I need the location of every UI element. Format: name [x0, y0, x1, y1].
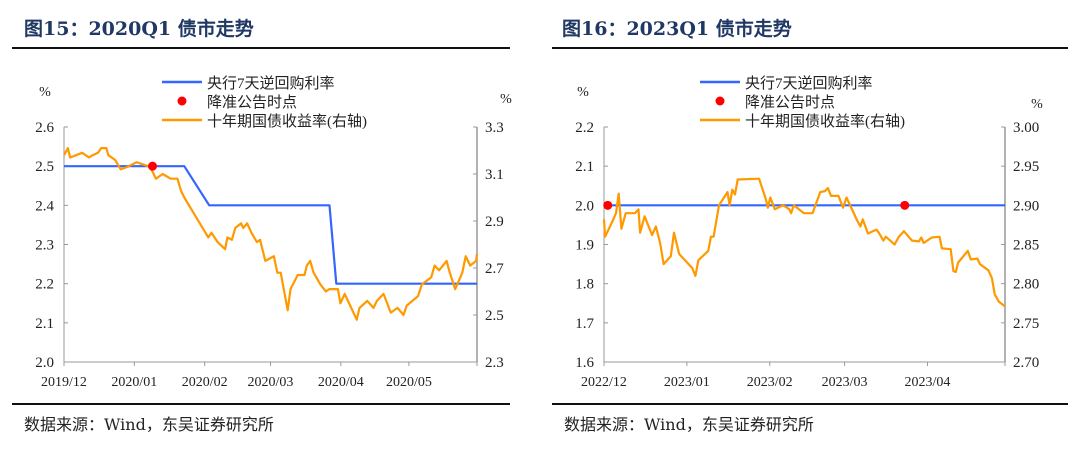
figure-15-title: 图15：2020Q1 债市走势: [24, 18, 254, 40]
right-y-tick-label: 2.95: [1013, 159, 1039, 175]
left-y-tick-label: 2.2: [35, 277, 54, 293]
legend-dot-marker: [177, 96, 187, 106]
x-tick-label: 2020/05: [386, 375, 432, 390]
title-rule-right: [552, 47, 1068, 49]
repo-rate-line: [64, 165, 477, 285]
x-tick-label: 2023/02: [747, 375, 793, 390]
x-tick-label: 2020/04: [318, 375, 364, 390]
x-tick-label: 2020/02: [182, 375, 228, 390]
right-y-tick-label: 2.70: [1013, 355, 1039, 371]
x-tick-label: 2022/12: [581, 375, 627, 390]
x-tick-label: 2023/03: [822, 375, 868, 390]
right-y-tick-label: 3.00: [1013, 120, 1039, 136]
figure-16-source: 数据来源：Wind，东吴证券研究所: [564, 415, 814, 434]
legend-label: 十年期国债收益率(右轴): [745, 113, 905, 130]
figure-16-title: 图16：2023Q1 债市走势: [562, 18, 792, 40]
x-tick-label: 2019/12: [41, 375, 87, 390]
left-y-tick-label: 1.8: [575, 277, 594, 293]
right-y-unit: %: [1031, 97, 1043, 112]
left-y-tick-label: 2.1: [575, 159, 594, 175]
left-y-tick-label: 1.9: [575, 238, 594, 254]
x-tick-label: 2023/01: [664, 375, 710, 390]
x-tick-label: 2020/03: [248, 375, 294, 390]
right-y-tick-label: 2.9: [485, 214, 504, 230]
left-y-tick-label: 2.0: [575, 198, 594, 214]
legend-label: 十年期国债收益率(右轴): [207, 113, 367, 130]
right-y-tick-label: 2.3: [485, 355, 504, 371]
left-y-tick-label: 2.0: [35, 355, 54, 371]
left-y-tick-label: 1.7: [575, 316, 594, 332]
left-y-tick-label: 2.1: [35, 316, 54, 332]
right-y-tick-label: 2.75: [1013, 316, 1039, 332]
title-rule-left: [12, 47, 510, 49]
legend-dot-marker: [715, 96, 725, 106]
legend-label: 央行7天逆回购利率: [745, 75, 873, 92]
right-y-tick-label: 2.7: [485, 261, 504, 277]
bond-yield-line: [602, 177, 1006, 308]
right-y-tick-label: 2.85: [1013, 238, 1039, 254]
right-y-tick-label: 3.1: [485, 167, 504, 183]
left-y-tick-label: 1.6: [575, 355, 594, 371]
x-tick-label: 2020/01: [111, 375, 157, 390]
right-y-tick-label: 2.80: [1013, 277, 1039, 293]
left-y-tick-label: 2.4: [35, 198, 54, 214]
left-y-tick-label: 2.6: [35, 120, 54, 136]
bond-yield-line: [63, 147, 479, 321]
left-y-tick-label: 2.3: [35, 238, 54, 254]
legend-label: 降准公告时点: [207, 94, 297, 111]
rrr-announcement-dot: [603, 200, 613, 210]
right-y-tick-label: 3.3: [485, 120, 504, 136]
right-y-tick-label: 2.5: [485, 308, 504, 324]
left-y-unit: %: [577, 85, 589, 100]
figure-15-source: 数据来源：Wind，东吴证券研究所: [24, 415, 274, 434]
rrr-announcement-dot: [900, 200, 910, 210]
right-y-unit: %: [500, 92, 512, 107]
legend-label: 降准公告时点: [745, 94, 835, 111]
footer-rule-left: [12, 403, 510, 405]
legend-label: 央行7天逆回购利率: [207, 75, 335, 92]
left-y-tick-label: 2.5: [35, 159, 54, 175]
left-y-tick-label: 2.2: [575, 120, 594, 136]
x-tick-label: 2023/04: [905, 375, 951, 390]
right-y-tick-label: 2.90: [1013, 198, 1039, 214]
footer-rule-right: [552, 403, 1068, 405]
rrr-announcement-dot: [148, 161, 157, 171]
left-y-unit: %: [39, 85, 51, 100]
